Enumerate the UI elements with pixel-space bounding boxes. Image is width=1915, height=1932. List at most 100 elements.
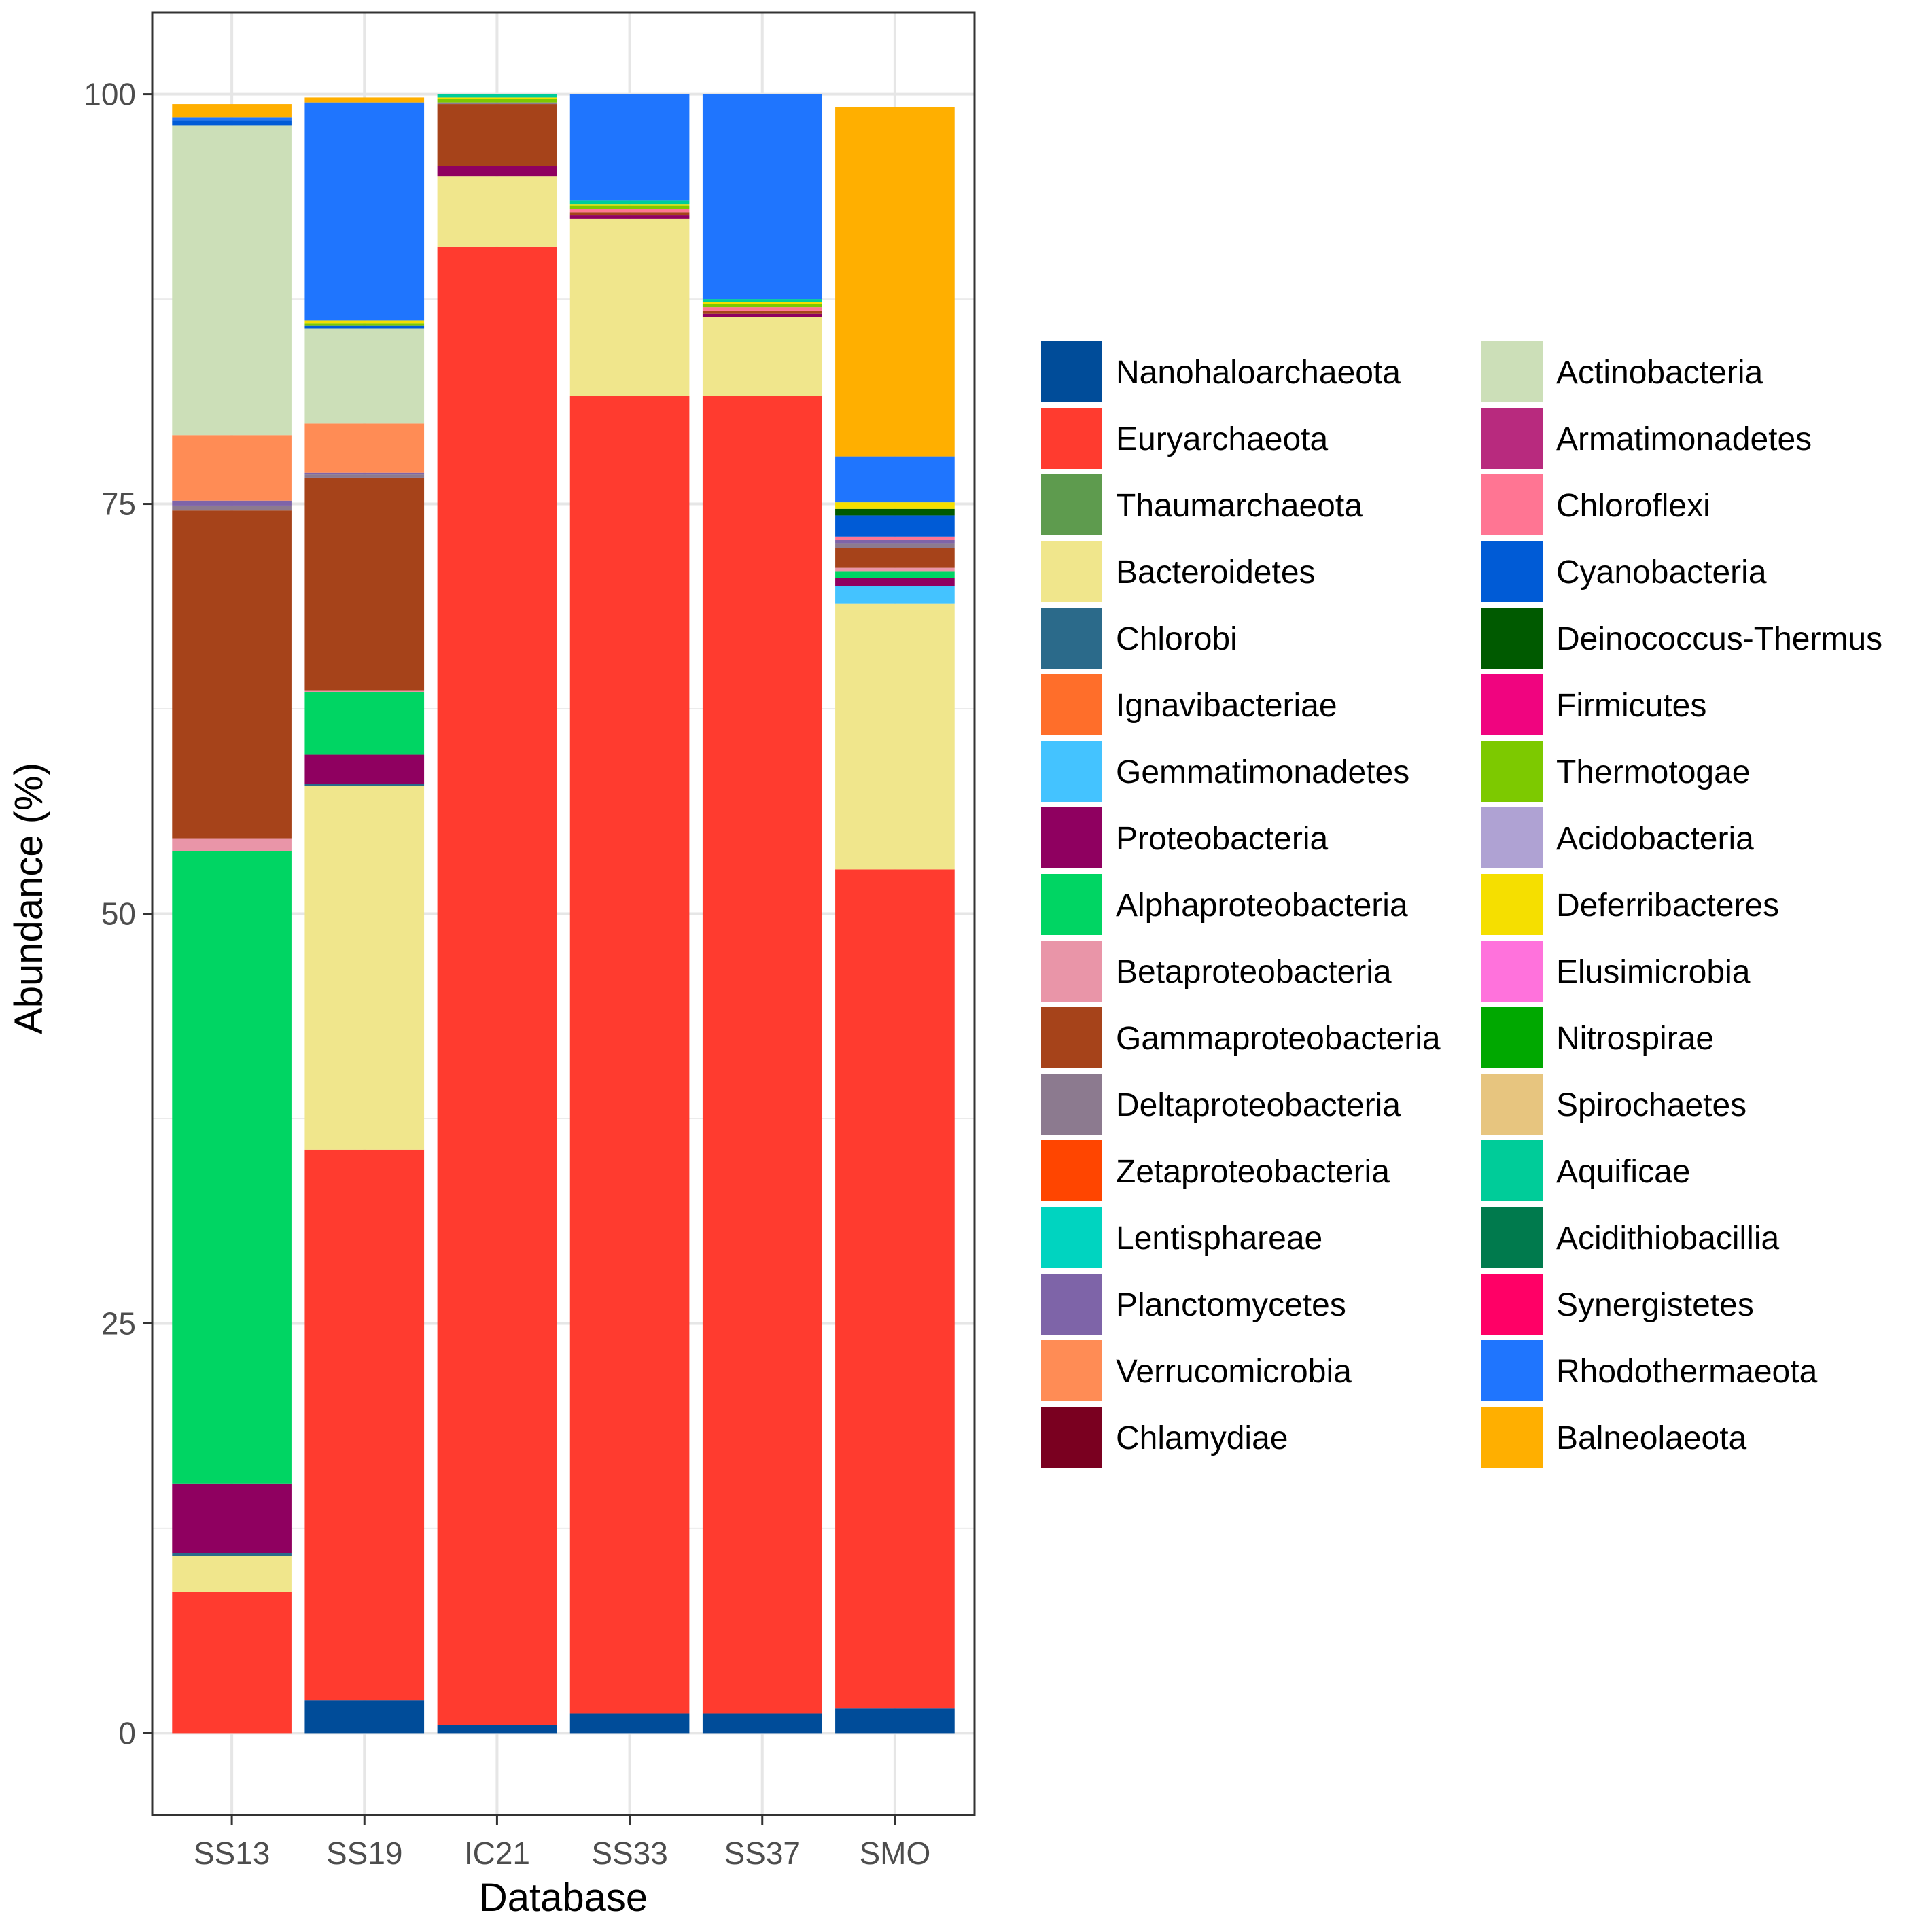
bar-segment-SS19-Balneolaeota bbox=[304, 97, 425, 103]
bar-segment-SS33-Chloroflexi bbox=[569, 209, 690, 213]
bar-segment-SS37-Thermotogae bbox=[702, 304, 822, 308]
legend-swatch-Deinococcus-Thermus bbox=[1481, 608, 1543, 669]
bar-segment-SS13-Proteobacteria bbox=[172, 1483, 292, 1553]
bar-segment-SS19-Bacteroidetes bbox=[304, 786, 425, 1150]
bar-segment-SS37-Rhodothermaeota bbox=[702, 94, 822, 300]
x-tick-label-SS19: SS19 bbox=[326, 1836, 403, 1871]
bar-segment-SS33-Aquificae bbox=[569, 200, 690, 205]
legend-swatch-Planctomycetes bbox=[1041, 1274, 1102, 1335]
legend-swatch-Thaumarchaeota bbox=[1041, 474, 1102, 535]
bar-segment-SMO-Deinococcus-Thermus bbox=[835, 508, 955, 516]
bar-segment-SMO-Balneolaeota bbox=[835, 107, 955, 457]
bar-segment-SS19-Proteobacteria bbox=[304, 754, 425, 784]
bar-segment-IC21-Deltaproteobacteria bbox=[437, 102, 557, 105]
legend-swatch-Euryarchaeota bbox=[1041, 408, 1102, 469]
legend-swatch-Elusimicrobia bbox=[1481, 941, 1543, 1002]
x-tick-label-SS33: SS33 bbox=[591, 1836, 668, 1871]
bar-segment-IC21-Nanohaloarchaeota bbox=[437, 1725, 557, 1734]
bar-segment-SMO-Bacteroidetes bbox=[835, 603, 955, 870]
legend-label-Armatimonadetes: Armatimonadetes bbox=[1556, 421, 1812, 457]
bar-segment-SMO-Euryarchaeota bbox=[835, 869, 955, 1709]
bar-segment-SS13-Deltaproteobacteria bbox=[172, 505, 292, 511]
y-tick-label: 25 bbox=[101, 1305, 136, 1341]
legend-swatch-Firmicutes bbox=[1481, 674, 1543, 735]
bar-segment-SS37-Chloroflexi bbox=[702, 307, 822, 311]
bar-segment-SS37-Euryarchaeota bbox=[702, 396, 822, 1714]
bar-segment-IC21-Thermotogae bbox=[437, 99, 557, 103]
bar-segment-SS19-Deltaproteobacteria bbox=[304, 474, 425, 478]
legend-swatch-Chlamydiae bbox=[1041, 1407, 1102, 1468]
bar-segment-SMO-Gammaproteobacteria bbox=[835, 548, 955, 568]
legend-label-Acidithiobacillia: Acidithiobacillia bbox=[1556, 1220, 1779, 1257]
legend-swatch-Nanohaloarchaeota bbox=[1041, 341, 1102, 402]
legend-swatch-Acidithiobacillia bbox=[1481, 1207, 1543, 1268]
bar-segment-SS13-Verrucomicrobia bbox=[172, 435, 292, 501]
bar-segment-SS37-Proteobacteria bbox=[702, 313, 822, 317]
legend-label-Euryarchaeota: Euryarchaeota bbox=[1116, 421, 1328, 457]
legend-label-Acidobacteria: Acidobacteria bbox=[1556, 821, 1754, 857]
bar-segment-SS13-Actinobacteria bbox=[172, 125, 292, 436]
legend-label-Deltaproteobacteria: Deltaproteobacteria bbox=[1116, 1087, 1401, 1123]
bar-segment-SS19-Gammaproteobacteria bbox=[304, 477, 425, 691]
bars bbox=[172, 94, 955, 1734]
bar-segment-SMO-Deferribacteres bbox=[835, 502, 955, 509]
legend-label-Proteobacteria: Proteobacteria bbox=[1116, 821, 1328, 857]
legend-label-Synergistetes: Synergistetes bbox=[1556, 1287, 1754, 1323]
bar-segment-SS37-Deferribacteres bbox=[702, 302, 822, 304]
bar-segment-SMO-Chloroflexi bbox=[835, 536, 955, 540]
bar-segment-SMO-Alphaproteobacteria bbox=[835, 571, 955, 578]
bar-segment-SS19-Planctomycetes bbox=[304, 472, 425, 475]
legend-label-Lentisphareae: Lentisphareae bbox=[1116, 1220, 1322, 1257]
bar-segment-SMO-Betaproteobacteria bbox=[835, 567, 955, 572]
legend-label-Zetaproteobacteria: Zetaproteobacteria bbox=[1116, 1154, 1390, 1190]
legend-label-Firmicutes: Firmicutes bbox=[1556, 688, 1706, 724]
bar-segment-SS33-Proteobacteria bbox=[569, 215, 690, 219]
bar-segment-IC21-Proteobacteria bbox=[437, 166, 557, 177]
legend-swatch-Rhodothermaeota bbox=[1481, 1340, 1543, 1401]
legend-swatch-Ignavibacteriae bbox=[1041, 674, 1102, 735]
legend-label-Chlorobi: Chlorobi bbox=[1116, 621, 1237, 657]
legend-label-Alphaproteobacteria: Alphaproteobacteria bbox=[1116, 888, 1408, 924]
bar-segment-IC21-Bacteroidetes bbox=[437, 176, 557, 247]
y-axis-title: Abundance (%) bbox=[7, 762, 51, 1034]
legend-swatch-Balneolaeota bbox=[1481, 1407, 1543, 1468]
bar-segment-SS13-Chlorobi bbox=[172, 1553, 292, 1556]
bar-segment-IC21-Euryarchaeota bbox=[437, 246, 557, 1725]
bar-segment-SS33-Euryarchaeota bbox=[569, 396, 690, 1714]
legend-swatch-Proteobacteria bbox=[1041, 807, 1102, 868]
legend-swatch-Spirochaetes bbox=[1481, 1074, 1543, 1135]
bar-segment-SS33-Deferribacteres bbox=[569, 204, 690, 206]
bar-segment-SS33-Gammaproteobacteria bbox=[569, 212, 690, 216]
bar-segment-SS19-Alphaproteobacteria bbox=[304, 692, 425, 755]
legend-label-Nitrospirae: Nitrospirae bbox=[1556, 1021, 1714, 1057]
legend-swatch-Armatimonadetes bbox=[1481, 408, 1543, 469]
bar-segment-SS33-Thermotogae bbox=[569, 205, 690, 209]
legend-label-Rhodothermaeota: Rhodothermaeota bbox=[1556, 1354, 1818, 1390]
x-tick-label-IC21: IC21 bbox=[464, 1836, 530, 1871]
bar-segment-SMO-Rhodothermaeota bbox=[835, 456, 955, 503]
x-tick-label-SS13: SS13 bbox=[194, 1836, 270, 1871]
bar-segment-SS33-Rhodothermaeota bbox=[569, 94, 690, 201]
legend-label-Ignavibacteriae: Ignavibacteriae bbox=[1116, 688, 1337, 724]
legend-label-Cyanobacteria: Cyanobacteria bbox=[1556, 555, 1767, 591]
legend-label-Thaumarchaeota: Thaumarchaeota bbox=[1116, 488, 1363, 524]
legend-label-Nanohaloarchaeota: Nanohaloarchaeota bbox=[1116, 355, 1401, 391]
bar-segment-SMO-Cyanobacteria bbox=[835, 515, 955, 537]
bar-segment-SMO-Nanohaloarchaeota bbox=[835, 1708, 955, 1734]
bar-segment-SS13-Betaproteobacteria bbox=[172, 838, 292, 851]
legend-label-Betaproteobacteria: Betaproteobacteria bbox=[1116, 954, 1392, 990]
bar-segment-IC21-Gammaproteobacteria bbox=[437, 104, 557, 166]
legend-swatch-Chloroflexi bbox=[1481, 474, 1543, 535]
legend-swatch-Alphaproteobacteria bbox=[1041, 874, 1102, 935]
legend-swatch-Cyanobacteria bbox=[1481, 541, 1543, 602]
x-tick-label-SMO: SMO bbox=[860, 1836, 931, 1871]
bar-segment-SS13-Planctomycetes bbox=[172, 500, 292, 506]
legend-label-Balneolaeota: Balneolaeota bbox=[1556, 1420, 1747, 1456]
bar-segment-SS19-Thermotogae bbox=[304, 323, 425, 326]
legend-swatch-Nitrospirae bbox=[1481, 1007, 1543, 1068]
legend-label-Aquificae: Aquificae bbox=[1556, 1154, 1690, 1190]
legend-label-Gemmatimonadetes: Gemmatimonadetes bbox=[1116, 754, 1409, 790]
bar-segment-IC21-Deferribacteres bbox=[437, 97, 557, 99]
bar-segment-SS13-Bacteroidetes bbox=[172, 1556, 292, 1592]
